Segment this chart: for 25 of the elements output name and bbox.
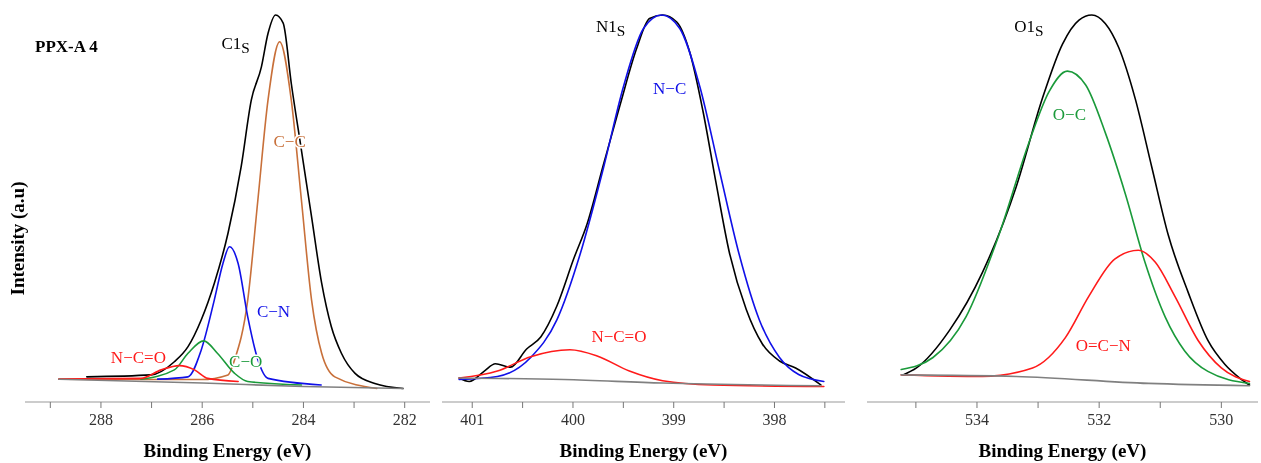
text: PPX-A 4 [35,37,99,56]
series-label: N1$_{S}$ [595,16,626,40]
x-axis-title: Binding Energy (eV) [978,440,1147,462]
x-tick-label: 398 [762,411,787,428]
series-label: O=C−N [1075,336,1131,356]
x-tick-label: 282 [392,411,417,428]
series-label: C1$_{S}$ [221,33,250,57]
series-label: N−C [653,78,687,98]
x-tick-label: 530 [1209,411,1234,428]
x-tick-label: 534 [964,411,989,428]
x-tick-label: 400 [560,411,585,428]
y-axis-title: Intensity (a.u) [7,181,29,296]
x-tick-label: 286 [190,411,215,428]
series-label: C−N [256,301,291,321]
series-label: N−C=O [110,347,166,367]
x-tick-label: 284 [291,411,316,428]
x-axis-title: Binding Energy (eV) [143,440,312,462]
series-label: O1$_{S}$ [1014,16,1044,40]
x-axis-title: Binding Energy (eV) [559,440,728,462]
x-tick-label: 399 [661,411,686,428]
series-label: N−C=O [591,326,647,346]
series-label: O−C [1052,105,1086,125]
x-tick-label: 401 [460,411,485,428]
x-tick-label: 532 [1087,411,1112,428]
x-tick-label: 288 [88,411,113,428]
